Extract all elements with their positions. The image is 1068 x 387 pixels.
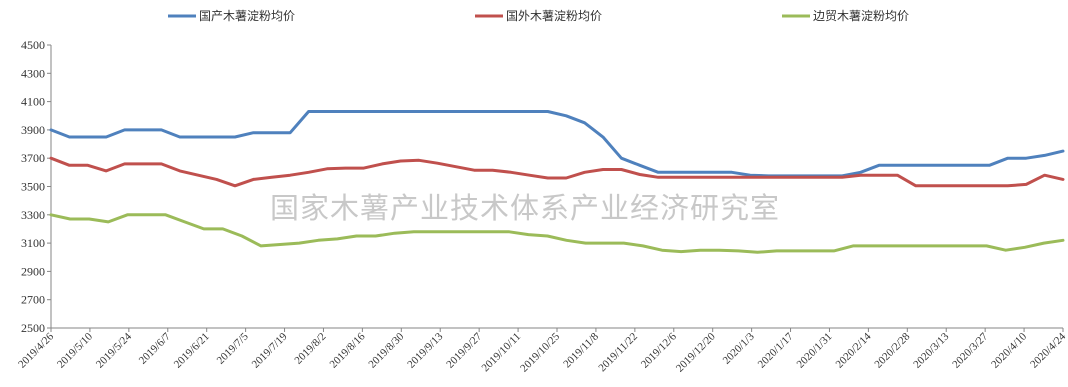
- x-tick-label: 2020/2/28: [872, 330, 912, 370]
- series-line-1: [49, 156, 1065, 188]
- x-tick-label: 2020/4/24: [1028, 330, 1068, 370]
- y-tick-label: 3700: [21, 151, 45, 165]
- y-tick-label: 3300: [21, 208, 45, 222]
- x-tick-label: 2019/6/21: [172, 331, 212, 371]
- y-tick-label: 3900: [21, 123, 45, 137]
- x-tick-label: 2020/1/17: [756, 330, 796, 370]
- x-tick-label: 2019/5/10: [55, 330, 95, 370]
- series-line-0: [49, 110, 1065, 178]
- x-tick-label: 2019/8/16: [327, 330, 367, 370]
- x-tick-label: 2019/9/13: [405, 330, 445, 370]
- legend: 国产木薯淀粉均价 国外木薯淀粉均价 边贸木薯淀粉均价: [168, 9, 909, 23]
- x-tick-label: 2020/1/3: [721, 330, 757, 366]
- y-tick-label: 3100: [21, 236, 45, 250]
- y-tick-label: 2700: [21, 293, 45, 307]
- watermark-text: 国家木薯产业技术体系产业经济研究室: [270, 191, 780, 225]
- legend-label-1: 国外木薯淀粉均价: [506, 9, 602, 23]
- x-tick-label: 2019/10/25: [518, 330, 562, 374]
- y-tick-label: 4500: [21, 38, 45, 52]
- x-tick-label: 2019/5/24: [94, 330, 134, 370]
- x-tick-label: 2019/11/22: [596, 331, 640, 375]
- x-tick-label: 2020/2/14: [833, 330, 873, 370]
- x-tick-label: 2020/1/31: [795, 331, 835, 371]
- y-tick-label: 4100: [21, 95, 45, 109]
- x-tick-label: 2019/7/19: [250, 330, 290, 370]
- y-tick-label: 2500: [21, 321, 45, 335]
- y-tick-label: 3500: [21, 180, 45, 194]
- y-tick-label: 4300: [21, 66, 45, 80]
- x-tick-label: 2020/4/10: [989, 330, 1029, 370]
- series-line-2: [49, 213, 1065, 254]
- y-axis: 2500 2700 2900 3100 3300 3500 3700 3900 4100 4300…: [21, 38, 52, 335]
- x-tick-label: 2020/3/13: [911, 330, 951, 370]
- x-tick-label: 2019/4/26: [16, 330, 56, 370]
- y-tick-label: 2900: [21, 264, 45, 278]
- x-tick-label: 2019/12/6: [639, 330, 679, 370]
- x-tick-label: 2019/11/8: [561, 330, 601, 370]
- series-layer: [49, 110, 1065, 254]
- x-tick-label: 2020/3/27: [950, 330, 990, 370]
- x-tick-label: 2019/7/5: [215, 330, 251, 366]
- x-tick-label: 2019/12/20: [674, 330, 718, 374]
- x-tick-label: 2019/9/27: [444, 330, 484, 370]
- legend-label-0: 国产木薯淀粉均价: [199, 9, 295, 23]
- x-tick-label: 2019/10/11: [480, 331, 524, 375]
- legend-label-2: 边贸木薯淀粉均价: [813, 9, 909, 23]
- x-tick-label: 2019/8/2: [292, 331, 328, 367]
- x-tick-label: 2019/8/30: [366, 330, 406, 370]
- x-tick-label: 2019/6/7: [137, 330, 173, 366]
